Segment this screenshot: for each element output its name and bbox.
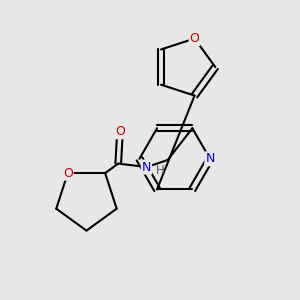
Text: O: O xyxy=(63,167,73,180)
Text: H: H xyxy=(156,164,165,177)
Text: O: O xyxy=(190,32,200,45)
Text: N: N xyxy=(205,152,215,165)
Text: N: N xyxy=(142,160,151,174)
Text: O: O xyxy=(115,125,125,138)
